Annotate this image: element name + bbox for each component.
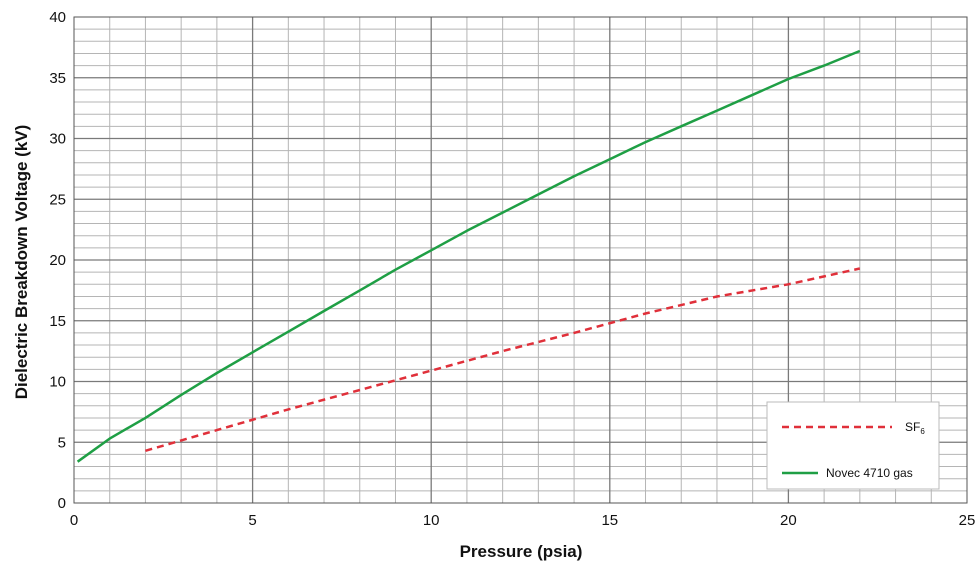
x-tick-label: 5	[248, 512, 256, 529]
legend-label-sf6: SF6	[905, 420, 925, 436]
series-line-sf6	[145, 267, 861, 453]
y-tick-label: 10	[49, 374, 66, 391]
x-axis-title: Pressure (psia)	[460, 542, 583, 561]
x-tick-label: 20	[780, 512, 797, 529]
legend-label-sf6-subscript: 6	[920, 427, 925, 436]
y-tick-label: 25	[49, 191, 66, 208]
y-tick-label: 35	[49, 70, 66, 87]
x-tick-label: 10	[423, 512, 440, 529]
x-tick-label: 0	[70, 512, 78, 529]
legend-box	[766, 401, 940, 490]
legend-label-sf6-base: SF	[905, 420, 920, 434]
series-line-novec-4710	[76, 49, 861, 463]
x-axis-ticks: 0 5 10 15 20 25	[70, 512, 976, 529]
series-layer	[76, 49, 861, 463]
y-tick-label: 40	[49, 9, 66, 26]
major-gridlines	[74, 17, 967, 503]
y-tick-label: 30	[49, 131, 66, 148]
legend-label-novec: Novec 4710 gas	[826, 466, 913, 480]
y-tick-label: 15	[49, 313, 66, 330]
y-tick-label: 5	[58, 434, 66, 451]
legend: SF6 Novec 4710 gas	[766, 401, 940, 490]
x-tick-label: 25	[959, 512, 976, 529]
y-axis-ticks: 0 5 10 15 20 25 30 35 40	[49, 9, 66, 512]
y-tick-label: 0	[58, 495, 66, 512]
y-axis-title: Dielectric Breakdown Voltage (kV)	[12, 125, 31, 400]
plot-frame	[73, 16, 968, 504]
y-tick-label: 20	[49, 252, 66, 269]
x-tick-label: 15	[601, 512, 618, 529]
